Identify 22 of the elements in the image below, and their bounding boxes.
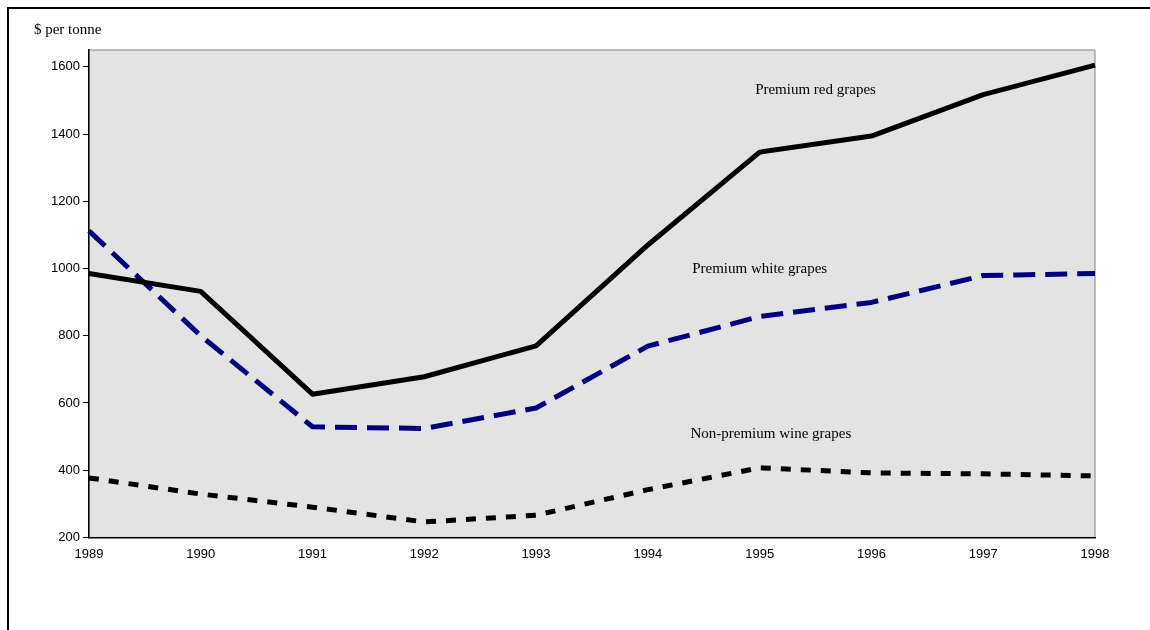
y-tick-label: 600 [58,394,80,410]
x-tick-label: 1997 [968,545,998,561]
x-tick-label: 1996 [856,545,886,561]
x-tick-label: 1994 [633,545,663,561]
x-tick-label: 1991 [298,545,327,561]
x-tick-label: 1998 [1080,545,1110,561]
y-tick-label: 1000 [51,260,80,276]
y-tick-label: 200 [58,528,80,544]
x-tick-label: 1993 [521,545,551,561]
y-axis-title: $ per tonne [33,21,102,38]
x-tick-label: 1995 [745,545,775,561]
text: Premium red grapes [755,81,877,98]
text: Premium white grapes [692,259,828,276]
y-tick-label: 800 [58,327,80,343]
x-tick-label: 1990 [186,545,216,561]
y-tick-label: 1200 [51,192,80,208]
x-tick-label: 1992 [409,545,439,561]
y-tick-label: 1400 [51,125,80,141]
y-tick-label: 400 [58,461,80,477]
y-tick-label: 1600 [51,58,80,74]
text: Non-premium wine grapes [690,425,852,442]
x-tick-label: 1989 [74,545,104,561]
